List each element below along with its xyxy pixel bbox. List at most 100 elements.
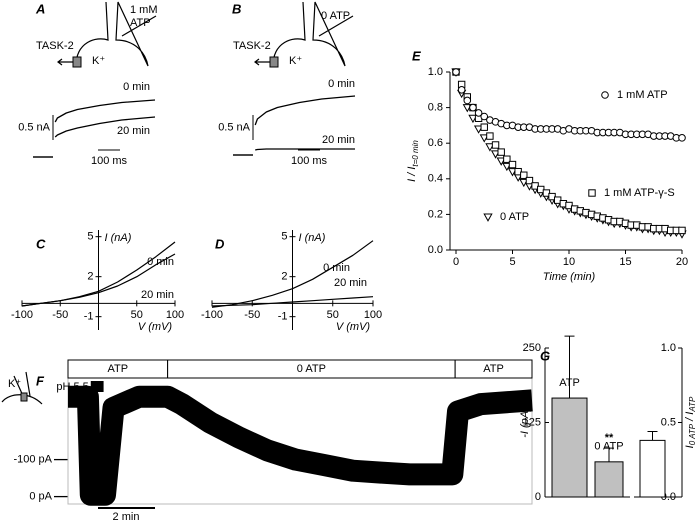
marker [469, 103, 477, 112]
y-tick-label: 0 [535, 491, 541, 503]
legend-label: 0 ATP [500, 211, 529, 223]
series-label: 20 min [322, 134, 355, 146]
legend-marker [601, 91, 609, 99]
marker [485, 143, 495, 152]
y-tick-label: 5 [281, 231, 287, 243]
bar [639, 439, 666, 498]
diagram-b: TASK-2 K⁺ 0 ATP [233, 1, 354, 68]
x-tick-label: 10 [563, 256, 575, 268]
stimulus-label: pH 5.5 [56, 381, 88, 393]
bar [551, 397, 588, 498]
legend-marker [588, 189, 596, 197]
error-bar [604, 447, 614, 462]
channel [269, 56, 279, 68]
y-tick-label: 0.8 [428, 102, 443, 114]
series-label: 20 min [141, 289, 174, 301]
trace [33, 116, 156, 158]
y-tick-label: 250 [523, 342, 541, 354]
y-axis-label: -I (pA) [519, 407, 531, 438]
diagram-label: ATP [130, 17, 151, 29]
marker [463, 96, 472, 105]
channel [72, 56, 82, 68]
scale-bar-label: 0.5 nA [18, 121, 50, 133]
x-axis-label: V (mV) [138, 321, 173, 333]
y-tick-label: 0.6 [428, 137, 443, 149]
y-tick-label: 1.0 [428, 66, 443, 78]
x-tick-label: 100 [166, 309, 184, 321]
y-tick-label: 0.4 [428, 173, 443, 185]
channel-label: TASK-2 [36, 40, 74, 52]
series-label: 0 min [123, 81, 150, 93]
marker [678, 134, 686, 142]
y2-tick-label: 0.5 [661, 416, 676, 428]
y-axis-label-subscript: t=0 min [411, 140, 420, 167]
marker [520, 171, 528, 179]
condition-box [454, 359, 533, 379]
bar-label: 0 ATP [594, 441, 623, 453]
marker [480, 112, 489, 121]
y-tick-label: 0.2 [428, 208, 443, 220]
ion-label: K⁺ [289, 55, 302, 67]
condition-label: 0 ATP [297, 363, 326, 375]
x-tick-label: 50 [131, 309, 143, 321]
error-bar [564, 335, 575, 399]
x-tick-label: 50 [327, 309, 339, 321]
scale-bar-label: 100 ms [291, 155, 328, 167]
scale-bar-label: 100 ms [91, 155, 128, 167]
arrow [57, 58, 73, 66]
marker [491, 141, 500, 149]
trace [211, 296, 374, 307]
y2-axis-label-part: ATP [688, 396, 697, 413]
y-tick-label: -1 [84, 311, 94, 323]
bar-label: ATP [559, 377, 580, 389]
series-label: 0 min [328, 78, 355, 90]
y-axis-label: I (nA) [105, 232, 132, 244]
diagram-label: 0 ATP [321, 10, 350, 22]
trace [21, 253, 176, 307]
scale-bar-label: 2 min [113, 511, 140, 522]
x-tick-label: 15 [619, 256, 631, 268]
diagram-label: 1 mM [130, 4, 158, 16]
series-label: 20 min [117, 125, 150, 137]
x-tick-label: -50 [52, 309, 68, 321]
channel [20, 392, 28, 402]
scale-bar-label: 0.5 nA [218, 121, 250, 133]
stimulus-bar [90, 381, 104, 392]
y-tick-label: 2 [281, 271, 287, 283]
marker [503, 155, 511, 163]
marker [474, 109, 483, 117]
marker [502, 162, 512, 172]
y2-tick-label: 1.0 [661, 342, 676, 354]
marker [490, 150, 501, 159]
y-tick-label: -100 pA [13, 454, 52, 466]
y-tick-label: 125 [523, 416, 541, 428]
panel-letter: D [215, 236, 225, 251]
trace [68, 385, 533, 506]
marker [525, 176, 534, 185]
x-tick-label: 0 [453, 256, 459, 268]
y-axis-label: I / It=0 min [406, 140, 420, 182]
y-axis-label: I (nA) [299, 232, 326, 244]
panel-letter: E [412, 48, 421, 63]
marker [678, 226, 686, 235]
arrow [254, 58, 270, 66]
marker [479, 134, 489, 143]
panel-letter: F [36, 373, 45, 388]
ion-label: K⁺ [8, 378, 21, 390]
x-tick-label: -100 [201, 309, 223, 321]
diagram-a: TASK-2 K⁺ 1 mM ATP [36, 1, 158, 68]
marker [468, 114, 478, 124]
panel-letter: B [232, 1, 241, 16]
marker [497, 148, 505, 156]
series-label: 20 min [334, 277, 367, 289]
significance: ** [605, 432, 614, 444]
bar [594, 461, 624, 498]
x-tick-label: 20 [676, 256, 688, 268]
marker [508, 160, 517, 169]
series-label: 0 min [323, 262, 350, 274]
x-tick-label: 5 [509, 256, 515, 268]
y2-axis-label-part: I [684, 445, 696, 448]
legend-label: 1 mM ATP [617, 89, 668, 101]
marker [452, 68, 460, 76]
